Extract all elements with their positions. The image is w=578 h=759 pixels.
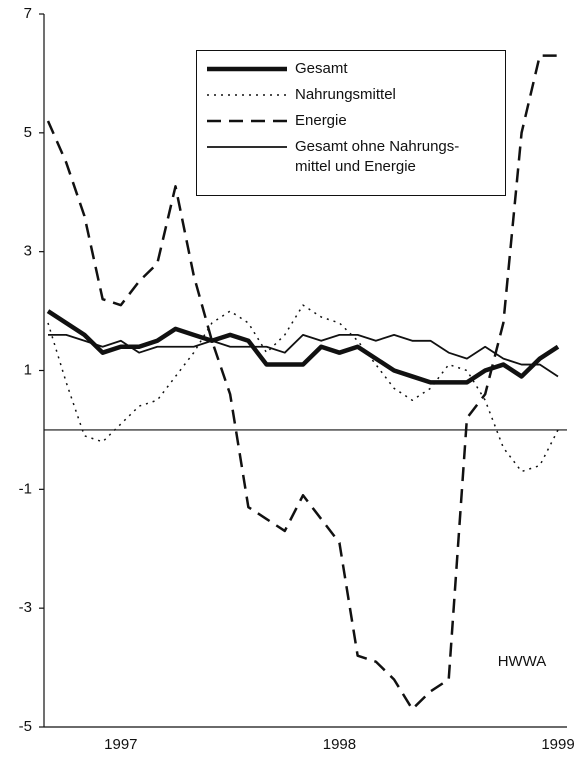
legend-label: Nahrungsmittel (295, 86, 396, 103)
legend-item: Nahrungsmittel (203, 85, 499, 105)
y-tick-label: 5 (24, 124, 32, 141)
y-tick-label: -5 (19, 718, 32, 735)
x-tick-label: 1997 (104, 736, 137, 753)
series-line (46, 54, 558, 711)
y-tick-label: 7 (24, 5, 32, 22)
annotation: HWWA (498, 653, 547, 670)
legend-label: Gesamt ohne Nahrungs- mittel und Energie (295, 138, 460, 175)
legend-swatch (207, 94, 287, 96)
legend: Gesamt Nahrungsmittel Energie Gesamt ohne N… (196, 50, 506, 196)
legend-swatch (207, 146, 287, 148)
y-tick-label: 3 (24, 243, 32, 260)
legend-label: Gesamt (295, 60, 348, 77)
y-tick-label: 1 (24, 361, 32, 378)
legend-item: Energie (203, 111, 499, 131)
legend-swatch (207, 66, 287, 72)
legend-label: Energie (295, 112, 347, 129)
legend-item: Gesamt (203, 59, 499, 79)
series-line (48, 333, 559, 378)
y-tick-label: -1 (19, 480, 32, 497)
legend-item: Gesamt ohne Nahrungs- mittel und Energie (203, 137, 499, 177)
y-tick-label: -3 (19, 599, 32, 616)
x-tick-label: 1999 (541, 736, 574, 753)
x-tick-label: 1998 (323, 736, 356, 753)
series-line (46, 309, 560, 385)
series-line (47, 304, 559, 473)
legend-swatch (207, 119, 287, 123)
